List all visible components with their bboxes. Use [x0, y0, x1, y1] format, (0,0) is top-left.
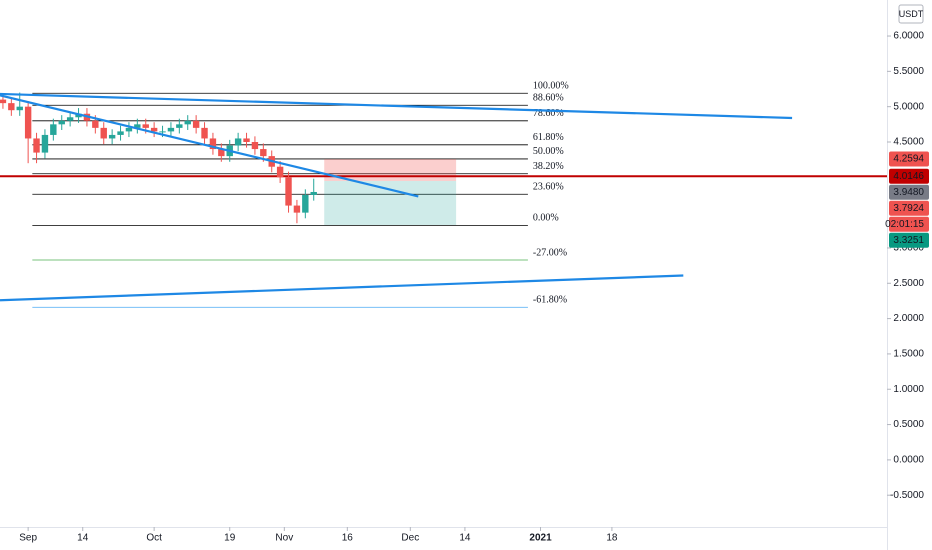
candle-body [134, 124, 141, 128]
candle-body [108, 134, 116, 139]
x-tick-label: Dec [401, 533, 419, 544]
price-label: 3.9480 [893, 187, 924, 198]
candle-body [92, 120, 99, 128]
x-tick-label: 18 [606, 533, 618, 544]
x-tick-label: 19 [224, 533, 236, 544]
candle-body [125, 127, 133, 132]
candle-body [16, 106, 23, 111]
trend-line [0, 94, 419, 198]
y-tick-label: 5.5000 [893, 66, 924, 77]
candle-body [302, 194, 309, 213]
candle-body [0, 99, 7, 104]
price-label-bg [889, 232, 929, 248]
x-tick-label: Nov [275, 533, 293, 544]
price-label: 3.3251 [893, 235, 924, 246]
price-label-bg [889, 151, 929, 167]
candle-body [159, 131, 166, 133]
candle-body [293, 205, 301, 213]
candle-body [209, 138, 217, 150]
y-tick-label: 2.5000 [893, 278, 924, 289]
x-tick-label: 14 [77, 533, 89, 544]
candle-body [176, 124, 183, 128]
candle-body [184, 120, 191, 125]
trend-line [0, 274, 684, 302]
price-label: 3.7924 [893, 203, 924, 214]
fib-label: 50.00% [533, 146, 564, 157]
x-tick-label: Oct [146, 533, 162, 544]
countdown-bg [889, 216, 929, 232]
y-tick-label: 5.0000 [893, 101, 924, 112]
candle-body [100, 127, 107, 139]
candle-body [58, 120, 65, 125]
price-label-bg [889, 200, 929, 216]
fib-label: 61.80% [533, 132, 564, 143]
candle-body [150, 127, 158, 132]
candle-body [276, 166, 284, 178]
y-tick-label: 1.0000 [893, 384, 924, 395]
y-tick-label: 2.0000 [893, 313, 924, 324]
candle-body [251, 141, 259, 150]
candle-body [75, 113, 82, 118]
countdown: 02:01:15 [885, 219, 924, 230]
price-label-bg [889, 184, 929, 200]
y-tick-label: 3.0000 [893, 243, 924, 254]
fib-label: 38.20% [533, 161, 564, 172]
fib-label: -61.80% [533, 295, 567, 306]
fib-label: 23.60% [533, 182, 564, 193]
candle-body [201, 127, 208, 139]
candle-body [234, 138, 242, 146]
candle-body [33, 138, 40, 153]
candle-body [167, 127, 175, 132]
fib-label: -27.00% [533, 247, 567, 258]
trend-line [0, 92, 793, 120]
candle-body [66, 117, 74, 121]
y-tick-label: 6.0000 [893, 31, 924, 42]
fib-label: 0.00% [533, 213, 559, 224]
fib-label: 78.60% [533, 108, 564, 119]
y-tick-label: 0.0000 [893, 455, 924, 466]
currency: USDT [899, 9, 924, 19]
candle-body [218, 149, 225, 157]
candle-body [24, 106, 32, 139]
price-label: 4.0146 [893, 171, 924, 182]
candle-body [192, 120, 200, 128]
x-tick-label: Sep [19, 533, 37, 544]
candle-body [142, 124, 149, 128]
y-tick-label: 4.5000 [893, 137, 924, 148]
fib-label: 88.60% [533, 93, 564, 104]
x-tick-label: 2021 [529, 533, 552, 544]
target-zone [324, 180, 457, 225]
candle-body [285, 177, 292, 206]
price-label: 4.2594 [893, 154, 924, 165]
x-tick-label: 16 [342, 533, 354, 544]
x-tick-label: 14 [459, 533, 471, 544]
candle-body [117, 131, 124, 135]
candle-body [41, 134, 49, 153]
candle-body [8, 103, 15, 111]
candle-body [243, 138, 250, 142]
fib-label: 100.00% [533, 81, 569, 92]
currency-box[interactable] [898, 4, 924, 24]
price-label-bg [889, 168, 929, 184]
candle-body [50, 124, 57, 135]
y-tick-label: 0.5000 [893, 419, 924, 430]
candle-body [260, 149, 267, 157]
candle-body [310, 191, 317, 195]
y-tick-label: -0.5000 [890, 490, 924, 501]
y-tick-label: 1.5000 [893, 349, 924, 360]
